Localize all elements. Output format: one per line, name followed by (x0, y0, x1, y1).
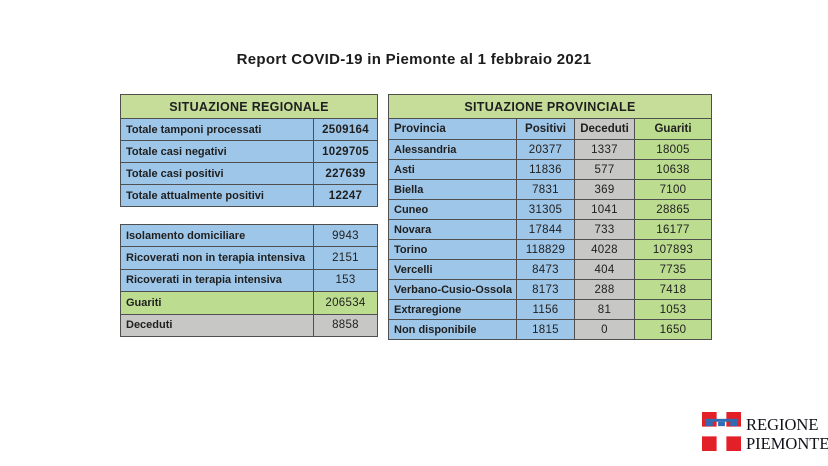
table-row: Ricoverati in terapia intensiva 153 (121, 268, 377, 292)
deceduti-value: 4028 (574, 240, 634, 259)
deceduti-value: 81 (574, 300, 634, 319)
provincial-table: SITUAZIONE PROVINCIALE Provincia Positiv… (388, 94, 712, 340)
table-row: Non disponibile 1815 0 1650 (389, 319, 711, 339)
guariti-value: 18005 (634, 140, 711, 159)
table-row: Totale tamponi processati 2509164 (121, 118, 377, 140)
row-value: 227639 (313, 163, 377, 184)
province-name: Non disponibile (389, 320, 516, 339)
guariti-value: 7100 (634, 180, 711, 199)
row-label: Deceduti (121, 314, 313, 336)
positivi-value: 17844 (516, 220, 574, 239)
table-row: Verbano-Cusio-Ossola 8173 288 7418 (389, 279, 711, 299)
guariti-value: 107893 (634, 240, 711, 259)
logo-text: REGIONE PIEMONTE (746, 415, 828, 453)
guariti-value: 1650 (634, 320, 711, 339)
column-header-positivi: Positivi (516, 119, 574, 139)
row-value: 8858 (313, 314, 377, 336)
table-row: Vercelli 8473 404 7735 (389, 259, 711, 279)
province-name: Extraregione (389, 300, 516, 319)
deceduti-value: 369 (574, 180, 634, 199)
guariti-value: 7418 (634, 280, 711, 299)
provincial-table-title: SITUAZIONE PROVINCIALE (389, 95, 711, 118)
deceduti-value: 733 (574, 220, 634, 239)
table-row: Isolamento domiciliare 9943 (121, 225, 377, 247)
table-row: Deceduti 8858 (121, 313, 377, 336)
province-name: Vercelli (389, 260, 516, 279)
table-row: Novara 17844 733 16177 (389, 219, 711, 239)
row-label: Guariti (121, 292, 313, 314)
positivi-value: 20377 (516, 140, 574, 159)
deceduti-value: 1041 (574, 200, 634, 219)
positivi-value: 8173 (516, 280, 574, 299)
row-label: Totale attualmente positivi (121, 185, 313, 206)
logo-text-line2: PIEMONTE (746, 434, 828, 453)
positivi-value: 31305 (516, 200, 574, 219)
table-row: Cuneo 31305 1041 28865 (389, 199, 711, 219)
column-header-row: Provincia Positivi Deceduti Guariti (389, 118, 711, 139)
row-label: Isolamento domiciliare (121, 225, 313, 247)
row-value: 9943 (313, 225, 377, 247)
row-label: Totale casi negativi (121, 141, 313, 162)
positivi-value: 1815 (516, 320, 574, 339)
table-row: Guariti 206534 (121, 291, 377, 314)
table-row: Alessandria 20377 1337 18005 (389, 139, 711, 159)
province-name: Torino (389, 240, 516, 259)
row-value: 1029705 (313, 141, 377, 162)
column-header-guariti: Guariti (634, 119, 711, 139)
province-name: Novara (389, 220, 516, 239)
row-label: Ricoverati in terapia intensiva (121, 269, 313, 292)
guariti-value: 7735 (634, 260, 711, 279)
table-row: Totale casi negativi 1029705 (121, 140, 377, 162)
deceduti-value: 1337 (574, 140, 634, 159)
province-name: Biella (389, 180, 516, 199)
province-name: Asti (389, 160, 516, 179)
guariti-value: 1053 (634, 300, 711, 319)
page-title: Report COVID-19 in Piemonte al 1 febbrai… (236, 51, 592, 68)
province-name: Cuneo (389, 200, 516, 219)
regional-table-title: SITUAZIONE REGIONALE (121, 95, 377, 118)
regione-piemonte-logo: REGIONE PIEMONTE (702, 412, 828, 456)
row-value: 2509164 (313, 119, 377, 140)
deceduti-value: 404 (574, 260, 634, 279)
row-value: 2151 (313, 247, 377, 269)
positivi-value: 7831 (516, 180, 574, 199)
piemonte-coat-of-arms-icon (702, 412, 741, 456)
logo-text-line1: REGIONE (746, 415, 819, 434)
deceduti-value: 0 (574, 320, 634, 339)
row-label: Totale tamponi processati (121, 119, 313, 140)
guariti-value: 28865 (634, 200, 711, 219)
guariti-value: 16177 (634, 220, 711, 239)
table-row: Totale casi positivi 227639 (121, 162, 377, 184)
column-header-provincia: Provincia (389, 119, 516, 139)
row-value: 12247 (313, 185, 377, 206)
table-row: Extraregione 1156 81 1053 (389, 299, 711, 319)
province-name: Verbano-Cusio-Ossola (389, 280, 516, 299)
positivi-value: 8473 (516, 260, 574, 279)
table-row: Ricoverati non in terapia intensiva 2151 (121, 246, 377, 269)
regional-table: SITUAZIONE REGIONALE Totale tamponi proc… (120, 94, 378, 207)
row-value: 153 (313, 269, 377, 292)
row-label: Ricoverati non in terapia intensiva (121, 247, 313, 269)
regional-status-table: Isolamento domiciliare 9943 Ricoverati n… (120, 224, 378, 337)
positivi-value: 11836 (516, 160, 574, 179)
positivi-value: 1156 (516, 300, 574, 319)
guariti-value: 10638 (634, 160, 711, 179)
column-header-deceduti: Deceduti (574, 119, 634, 139)
deceduti-value: 577 (574, 160, 634, 179)
province-name: Alessandria (389, 140, 516, 159)
deceduti-value: 288 (574, 280, 634, 299)
table-row: Asti 11836 577 10638 (389, 159, 711, 179)
table-row: Totale attualmente positivi 12247 (121, 184, 377, 206)
row-label: Totale casi positivi (121, 163, 313, 184)
table-row: Biella 7831 369 7100 (389, 179, 711, 199)
positivi-value: 118829 (516, 240, 574, 259)
table-row: Torino 118829 4028 107893 (389, 239, 711, 259)
row-value: 206534 (313, 292, 377, 314)
